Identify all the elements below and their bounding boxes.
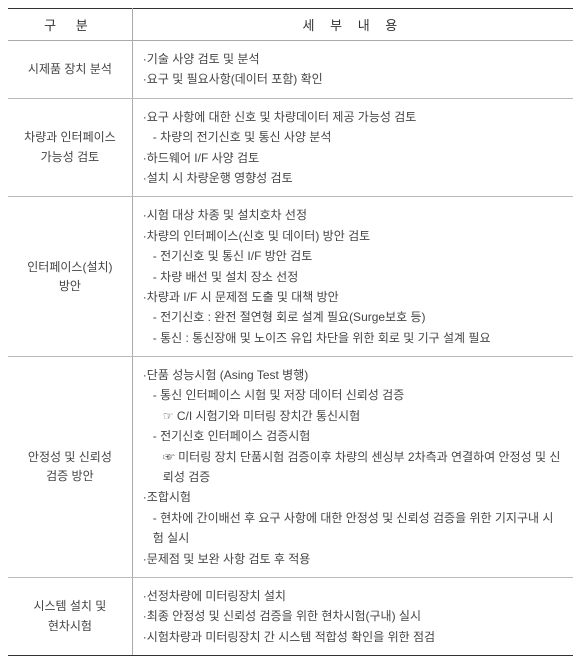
detail-line: ·단품 성능시험 (Asing Test 병행) <box>143 365 563 385</box>
detail-line: ·요구 사항에 대한 신호 및 차량데이터 제공 가능성 검토 <box>143 107 563 127</box>
header-row: 구 분 세 부 내 용 <box>8 9 573 41</box>
detail-line: ·차량과 I/F 시 문제점 도출 및 대책 방안 <box>143 287 563 307</box>
detail-line: ·하드웨어 I/F 사양 검토 <box>143 148 563 168</box>
detail-line: - 차량 배선 및 설치 장소 선정 <box>143 267 563 287</box>
detail-line: ·설치 시 차량운행 영향성 검토 <box>143 168 563 188</box>
detail-line: ·시험차량과 미터링장치 간 시스템 적합성 확인을 위한 점검 <box>143 627 563 647</box>
detail-line: ·선정차량에 미터링장치 설치 <box>143 586 563 606</box>
detail-line: - 전기신호 : 완전 절연형 회로 설계 필요(Surge보호 등) <box>143 307 563 327</box>
detail-line: ☞ C/I 시험기와 미터링 장치간 통신시험 <box>143 406 563 426</box>
detail-line: - 전기신호 인터페이스 검증시험 <box>143 426 563 446</box>
table-row: 시스템 설치 및현차시험·선정차량에 미터링장치 설치·최종 안정성 및 신뢰성… <box>8 577 573 655</box>
detail-line: ·기술 사양 검토 및 분석 <box>143 49 563 69</box>
detail-line: - 차량의 전기신호 및 통신 사양 분석 <box>143 127 563 147</box>
header-category: 구 분 <box>8 9 132 41</box>
detail-line: ·최종 안정성 및 신뢰성 검증을 위한 현차시험(구내) 실시 <box>143 606 563 626</box>
category-cell: 시스템 설치 및현차시험 <box>8 577 132 655</box>
spec-table: 구 분 세 부 내 용 시제품 장치 분석·기술 사양 검토 및 분석·요구 및… <box>8 8 573 656</box>
category-cell: 인터페이스(설치)방안 <box>8 197 132 357</box>
detail-line: ·조합시험 <box>143 487 563 507</box>
category-cell: 안정성 및 신뢰성검증 방안 <box>8 357 132 578</box>
detail-line: - 통신 인터페이스 시험 및 저장 데이터 신뢰성 검증 <box>143 385 563 405</box>
header-detail: 세 부 내 용 <box>132 9 573 41</box>
detail-line: ·시험 대상 차종 및 설치호차 선정 <box>143 205 563 225</box>
detail-cell: ·시험 대상 차종 및 설치호차 선정·차량의 인터페이스(신호 및 데이터) … <box>132 197 573 357</box>
detail-cell: ·요구 사항에 대한 신호 및 차량데이터 제공 가능성 검토- 차량의 전기신… <box>132 98 573 197</box>
detail-cell: ·선정차량에 미터링장치 설치·최종 안정성 및 신뢰성 검증을 위한 현차시험… <box>132 577 573 655</box>
detail-line: - 현차에 간이배선 후 요구 사항에 대한 안정성 및 신뢰성 검증을 위한 … <box>143 508 563 549</box>
detail-line: - 통신 : 통신장애 및 노이즈 유입 차단을 위한 회로 및 기구 설계 필… <box>143 328 563 348</box>
table-row: 인터페이스(설치)방안·시험 대상 차종 및 설치호차 선정·차량의 인터페이스… <box>8 197 573 357</box>
detail-line: ·차량의 인터페이스(신호 및 데이터) 방안 검토 <box>143 226 563 246</box>
detail-line: ·요구 및 필요사항(데이터 포함) 확인 <box>143 69 563 89</box>
category-cell: 차량과 인터페이스가능성 검토 <box>8 98 132 197</box>
detail-cell: ·기술 사양 검토 및 분석·요구 및 필요사항(데이터 포함) 확인 <box>132 41 573 99</box>
detail-line: ☞ 미터링 장치 단품시험 검증이후 차량의 센싱부 2차측과 연결하여 안정성… <box>143 447 563 488</box>
detail-line: - 전기신호 및 통신 I/F 방안 검토 <box>143 246 563 266</box>
table-row: 시제품 장치 분석·기술 사양 검토 및 분석·요구 및 필요사항(데이터 포함… <box>8 41 573 99</box>
table-row: 안정성 및 신뢰성검증 방안·단품 성능시험 (Asing Test 병행)- … <box>8 357 573 578</box>
detail-line: ·문제점 및 보완 사항 검토 후 적용 <box>143 549 563 569</box>
category-cell: 시제품 장치 분석 <box>8 41 132 99</box>
table-row: 차량과 인터페이스가능성 검토·요구 사항에 대한 신호 및 차량데이터 제공 … <box>8 98 573 197</box>
detail-cell: ·단품 성능시험 (Asing Test 병행)- 통신 인터페이스 시험 및 … <box>132 357 573 578</box>
